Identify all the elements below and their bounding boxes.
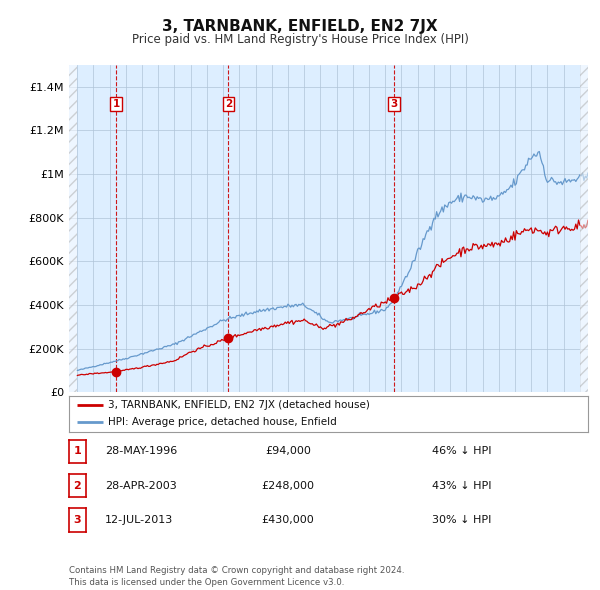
Text: £430,000: £430,000 <box>262 515 314 525</box>
Text: 2: 2 <box>74 481 81 490</box>
Text: 1: 1 <box>113 99 120 109</box>
Text: £248,000: £248,000 <box>262 481 314 490</box>
Bar <box>580 65 588 392</box>
Text: 46% ↓ HPI: 46% ↓ HPI <box>432 447 491 456</box>
Text: 12-JUL-2013: 12-JUL-2013 <box>105 515 173 525</box>
Text: 30% ↓ HPI: 30% ↓ HPI <box>432 515 491 525</box>
Text: Price paid vs. HM Land Registry's House Price Index (HPI): Price paid vs. HM Land Registry's House … <box>131 33 469 46</box>
Text: Contains HM Land Registry data © Crown copyright and database right 2024.
This d: Contains HM Land Registry data © Crown c… <box>69 566 404 587</box>
Text: 43% ↓ HPI: 43% ↓ HPI <box>432 481 491 490</box>
Text: 3, TARNBANK, ENFIELD, EN2 7JX: 3, TARNBANK, ENFIELD, EN2 7JX <box>162 19 438 34</box>
Text: 1: 1 <box>74 447 81 456</box>
Text: 3, TARNBANK, ENFIELD, EN2 7JX (detached house): 3, TARNBANK, ENFIELD, EN2 7JX (detached … <box>108 401 370 410</box>
Text: 3: 3 <box>391 99 398 109</box>
Text: 2: 2 <box>225 99 232 109</box>
Text: 28-MAY-1996: 28-MAY-1996 <box>105 447 177 456</box>
Text: HPI: Average price, detached house, Enfield: HPI: Average price, detached house, Enfi… <box>108 417 337 427</box>
Text: 3: 3 <box>74 515 81 525</box>
Text: 28-APR-2003: 28-APR-2003 <box>105 481 177 490</box>
Bar <box>69 65 77 392</box>
Text: £94,000: £94,000 <box>265 447 311 456</box>
